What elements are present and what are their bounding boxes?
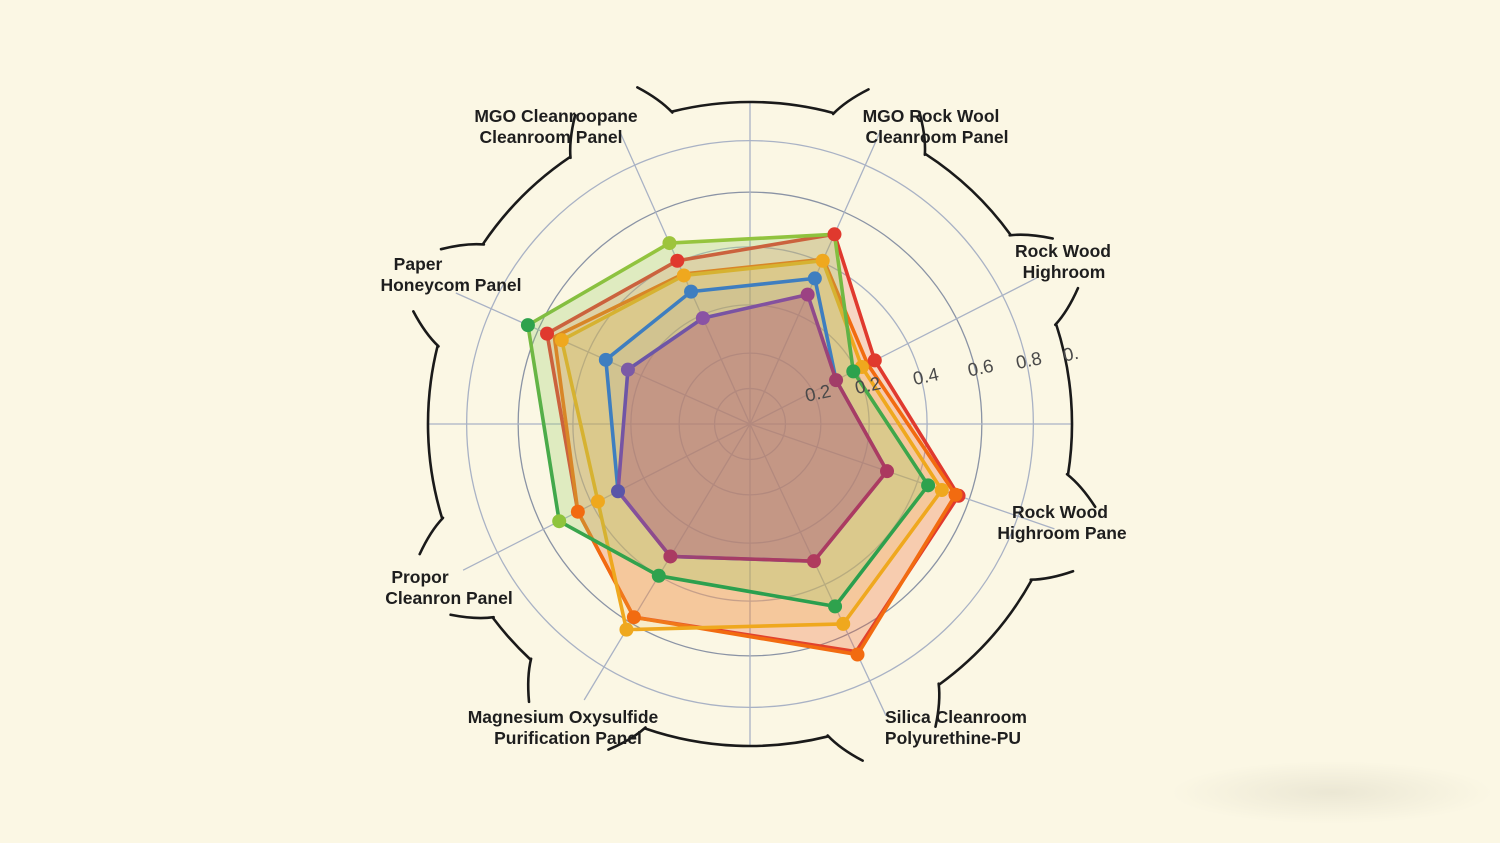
label-leader-line bbox=[1008, 233, 1054, 240]
data-point-purple-0 bbox=[800, 287, 815, 302]
label-leader-line bbox=[1065, 472, 1097, 509]
series-orange-area bbox=[554, 259, 956, 655]
axis-label-2-line-0: Rock Wood bbox=[1012, 502, 1108, 522]
data-point-purple-7 bbox=[695, 311, 710, 326]
radial-tick-label: 0. bbox=[1061, 342, 1080, 366]
outer-circle-arc bbox=[481, 155, 572, 246]
data-point-blue-0 bbox=[807, 271, 822, 286]
grid-spoke bbox=[462, 423, 751, 571]
data-point-green-5 bbox=[552, 514, 567, 529]
data-point-green-7 bbox=[662, 236, 677, 251]
axis-label-6-line-1: Honeycom Panel bbox=[380, 275, 521, 295]
data-point-green-6 bbox=[520, 318, 535, 333]
data-point-red-0 bbox=[827, 227, 842, 242]
label-leader-line bbox=[918, 110, 927, 157]
data-point-gold-6 bbox=[554, 333, 569, 348]
data-point-gold-3 bbox=[836, 616, 851, 631]
radial-tick-labels: 0.2 0.2 0.4 0.6 0.8 0. bbox=[803, 342, 1080, 406]
grid-spoke bbox=[749, 423, 887, 717]
outer-circle-arc bbox=[937, 578, 1033, 686]
data-point-gold-2 bbox=[934, 483, 949, 498]
axis-label-3-line-0: Silica Cleanroom bbox=[885, 707, 1027, 727]
label-leader-line bbox=[636, 86, 674, 114]
series-blue-area bbox=[605, 278, 888, 562]
label-leader-line bbox=[1053, 286, 1080, 327]
outer-circle-arc bbox=[670, 100, 835, 115]
label-leader-line bbox=[526, 657, 533, 704]
axis-label-0-line-0: MGO Rock Wool bbox=[863, 106, 1000, 126]
data-point-blue-6 bbox=[598, 352, 613, 367]
radial-tick-label: 0.2 bbox=[803, 380, 833, 406]
data-point-purple-5 bbox=[611, 484, 626, 499]
data-point-gold-7 bbox=[676, 268, 691, 283]
series-purple-area bbox=[618, 294, 888, 562]
radial-tick-label: 0.4 bbox=[911, 363, 941, 389]
data-point-green-3 bbox=[828, 599, 843, 614]
label-leader-line bbox=[1029, 569, 1075, 581]
data-point-purple-4 bbox=[663, 549, 678, 564]
outer-circle-arc bbox=[1054, 323, 1074, 476]
outer-circle-arc bbox=[924, 152, 1012, 237]
axis-label-5-line-1: Cleanron Panel bbox=[385, 588, 512, 608]
data-point-green-4 bbox=[651, 568, 666, 583]
outer-circle bbox=[412, 86, 1097, 762]
grid-spoke bbox=[749, 423, 1055, 530]
axis-label-4-line-1: Purification Panel bbox=[494, 728, 642, 748]
data-point-blue-7 bbox=[684, 284, 699, 299]
axis-label-5-line-0: Propor bbox=[391, 567, 449, 587]
data-point-orange-3 bbox=[850, 647, 865, 662]
outer-circle-arc bbox=[491, 616, 532, 661]
axis-label-7-line-0: MGO Cleanroopane bbox=[474, 106, 638, 126]
axis-label-7-line-1: Cleanroom Panel bbox=[480, 127, 623, 147]
axis-label-1-line-0: Rock Wood bbox=[1015, 241, 1111, 261]
label-leader-line bbox=[439, 242, 486, 251]
data-point-purple-6 bbox=[620, 362, 635, 377]
data-point-orange-2 bbox=[948, 487, 963, 502]
axis-label-1-line-1: Highroom bbox=[1023, 262, 1106, 282]
label-leader-line bbox=[449, 613, 495, 620]
label-leader-line bbox=[607, 726, 647, 751]
axis-label-6-line-0: Paper bbox=[394, 254, 443, 274]
label-leader-line bbox=[934, 682, 941, 728]
series-layer bbox=[526, 232, 961, 657]
data-point-green-2 bbox=[921, 478, 936, 493]
label-leader-line bbox=[568, 113, 577, 160]
outer-circle-arc bbox=[426, 344, 444, 520]
label-leader-line bbox=[826, 734, 864, 762]
data-point-purple-2 bbox=[880, 464, 895, 479]
data-point-red-6 bbox=[540, 326, 555, 341]
data-point-orange-5 bbox=[570, 504, 585, 519]
radial-tick-label: 0.2 bbox=[853, 372, 883, 398]
axis-label-3-line-1: Polyurethine-PU bbox=[885, 728, 1021, 748]
axis-label-0-line-1: Cleanroom Panel bbox=[866, 127, 1009, 147]
data-point-red-1 bbox=[867, 353, 882, 368]
outer-circle-arc bbox=[643, 727, 830, 748]
data-point-gold-0 bbox=[815, 253, 830, 268]
label-leader-line bbox=[412, 310, 440, 348]
radial-tick-label: 0.6 bbox=[966, 355, 996, 381]
data-points bbox=[520, 227, 966, 662]
data-point-green-1 bbox=[846, 364, 861, 379]
grid-spoke bbox=[749, 277, 1038, 425]
data-point-purple-3 bbox=[806, 554, 821, 569]
series-green-area bbox=[527, 234, 929, 607]
data-point-gold-5 bbox=[590, 494, 605, 509]
data-point-red-7 bbox=[670, 253, 685, 268]
radial-tick-label: 0.8 bbox=[1014, 347, 1044, 373]
data-point-orange-4 bbox=[626, 610, 641, 625]
label-leader-line bbox=[831, 88, 870, 116]
data-point-gold-4 bbox=[619, 622, 634, 637]
axis-label-4-line-0: Magnesium Oxysulfide bbox=[468, 707, 659, 727]
label-leader-line bbox=[418, 516, 445, 556]
data-point-purple-1 bbox=[829, 373, 844, 388]
axis-label-2-line-1: Highroom Pane bbox=[997, 523, 1127, 543]
